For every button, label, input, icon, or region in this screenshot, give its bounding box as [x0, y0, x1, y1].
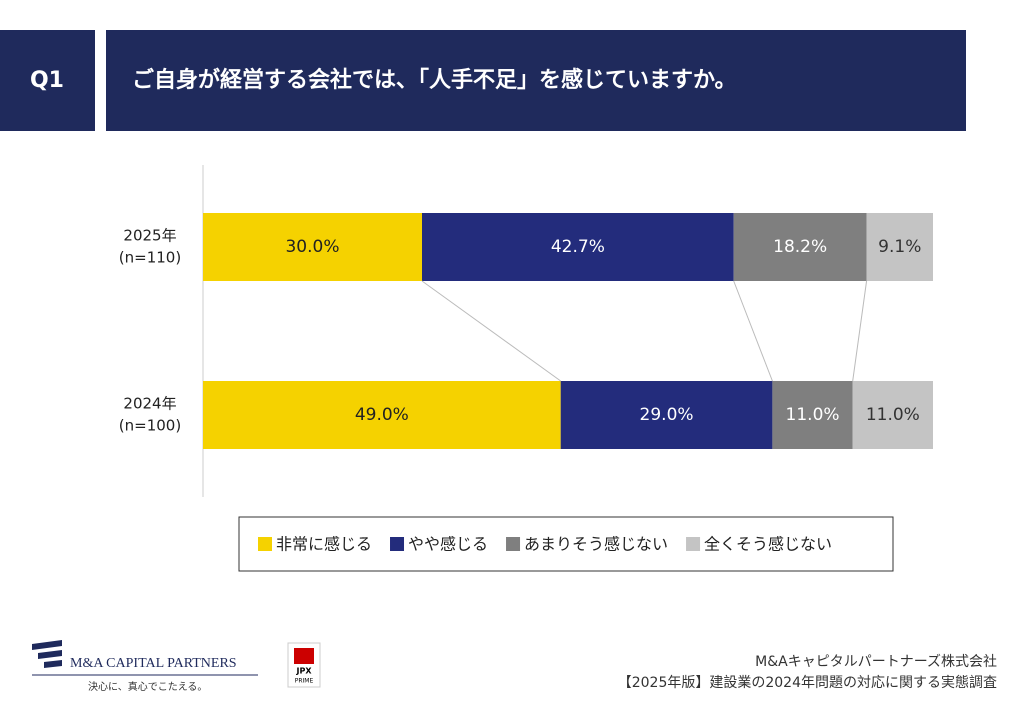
bar-segment: [866, 213, 933, 281]
bar-segment: [560, 381, 773, 449]
category-note: (n=110): [119, 249, 181, 267]
bar-segment: [203, 213, 422, 281]
legend-swatch: [686, 537, 701, 551]
question-box: [106, 30, 966, 131]
value-label: 9.1%: [878, 237, 921, 257]
legend-label: あまりそう感じない: [524, 535, 668, 554]
value-label: 11.0%: [866, 405, 920, 425]
legend-swatch: [390, 537, 405, 551]
value-label: 49.0%: [355, 405, 409, 425]
legend-swatch: [258, 537, 272, 551]
bar-segment: [772, 381, 853, 449]
badge-sub: PRIME: [295, 678, 314, 685]
legend-label: 全くそう感じない: [704, 535, 832, 554]
connector-line: [733, 280, 773, 382]
value-label: 30.0%: [285, 237, 339, 257]
legend-label: 非常に感じる: [276, 535, 372, 554]
category-label: 2024年: [123, 395, 176, 413]
logo-mark: [32, 640, 62, 668]
footer: M&A CAPITAL PARTNERS 決心に、真心でこたえる。 JPX PR…: [32, 640, 997, 693]
bar-segment: [422, 213, 734, 281]
connector-line: [852, 280, 868, 382]
legend-swatch: [506, 537, 521, 551]
badge-text: JPX: [295, 667, 312, 676]
value-label: 11.0%: [786, 405, 840, 425]
category-label: 2025年: [123, 227, 176, 245]
value-label: 29.0%: [640, 405, 694, 425]
value-label: 18.2%: [773, 237, 827, 257]
badge-mark: [294, 648, 314, 664]
tagline: 決心に、真心でこたえる。: [88, 680, 207, 693]
bar-segment: [852, 381, 933, 449]
company: M&Aキャピタルパートナーズ株式会社: [755, 654, 997, 670]
value-label: 42.7%: [551, 237, 605, 257]
legend-box: [238, 516, 894, 572]
bar-segment: [203, 381, 561, 449]
logo-text: M&A CAPITAL PARTNERS: [70, 656, 237, 671]
report-title: 【2025年版】建設業の2024年問題の対応に関する実態調査: [618, 675, 997, 691]
legend: 非常に感じる やや感じる あまりそう感じない 全くそう感じない: [258, 535, 832, 554]
number-box: [0, 30, 95, 131]
connector-line: [421, 280, 561, 382]
legend-label: やや感じる: [408, 535, 488, 554]
question-number: Q1: [30, 68, 64, 93]
question-text: ご自身が経営する会社では、「人手不足」を感じていますか。: [132, 67, 737, 93]
bar-segment: [733, 213, 867, 281]
category-note: (n=100): [119, 417, 181, 435]
